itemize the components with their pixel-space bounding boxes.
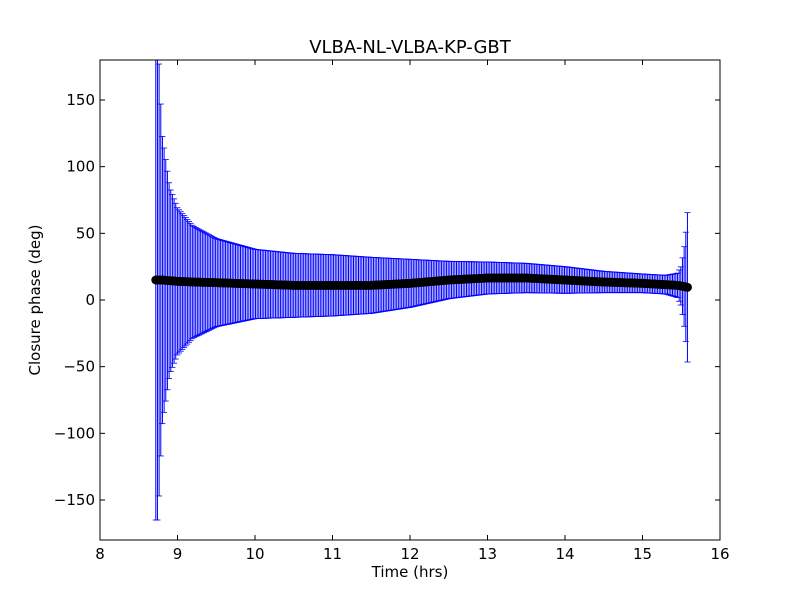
x-tick-label: 11	[323, 545, 342, 563]
chart-title: VLBA-NL-VLBA-KP-GBT	[309, 37, 512, 58]
x-tick-label: 9	[173, 545, 183, 563]
markers-layer	[151, 273, 692, 292]
y-tick-label: 100	[66, 158, 95, 176]
x-tick-label: 13	[478, 545, 497, 563]
plot-area	[99, 59, 721, 541]
y-axis: −150 −100 −50 0 50 100 150	[54, 91, 720, 509]
x-tick-label: 10	[245, 545, 264, 563]
x-tick-label: 15	[633, 545, 652, 563]
y-tick-label: 150	[66, 91, 95, 109]
y-tick-label: 50	[76, 224, 95, 242]
y-tick-label: −100	[54, 424, 95, 442]
x-axis-title: Time (hrs)	[371, 563, 449, 581]
errorbar	[154, 60, 161, 521]
y-tick-label: −150	[54, 491, 95, 509]
x-tick-label: 16	[710, 545, 729, 563]
x-tick-label: 8	[95, 545, 105, 563]
y-tick-label: 0	[85, 291, 95, 309]
y-tick-label: −50	[63, 358, 95, 376]
data-point	[682, 282, 692, 292]
y-axis-title: Closure phase (deg)	[26, 225, 44, 376]
x-tick-label: 12	[400, 545, 419, 563]
x-axis: 8 9 10 11 12 13 14 15 16	[95, 60, 730, 563]
x-tick-label: 14	[555, 545, 574, 563]
